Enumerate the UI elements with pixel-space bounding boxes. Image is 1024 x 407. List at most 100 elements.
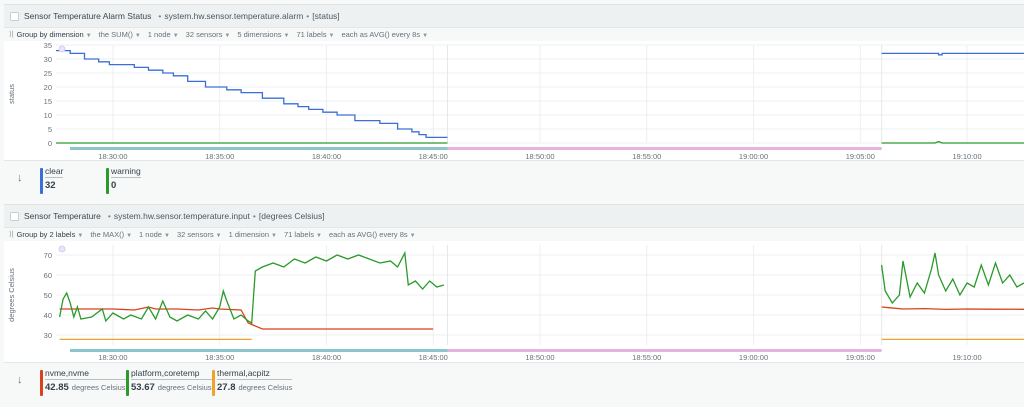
y-tick-label: 0 [48, 139, 52, 148]
panel-units: [status] [312, 11, 340, 21]
legend-item-clear[interactable]: clear 32 [40, 166, 64, 196]
legend-item-nvme-nvme[interactable]: nvme,nvme 42.85 degrees Celsius [40, 368, 126, 398]
group-by-dropdown[interactable]: Group by dimension ▼ [16, 29, 92, 39]
controls-bar: ⟩| Group by dimension ▼ the SUM() ▼ 1 node… [4, 27, 1024, 41]
separator-dot: • [252, 211, 256, 221]
panel-title: Sensor Temperature [24, 211, 101, 221]
x-tick-label: 18:30:00 [98, 152, 127, 161]
y-axis-title: status [7, 84, 16, 104]
x-tick-label: 18:55:00 [632, 152, 661, 161]
arrow-down-icon[interactable]: ↓ [17, 172, 23, 184]
x-tick-label: 18:40:00 [312, 353, 341, 362]
panel-title-bar: Sensor Temperature • system.hw.sensor.te… [4, 204, 1024, 228]
legend-unit: degrees Celsius [157, 383, 212, 392]
separator-dot: • [158, 11, 162, 21]
x-tick-label: 19:05:00 [846, 152, 875, 161]
group-by-dropdown[interactable]: Group by 2 labels ▼ [16, 229, 84, 239]
nodes-dropdown[interactable]: 1 node ▼ [147, 29, 179, 39]
y-tick-label: 35 [44, 41, 52, 50]
panel-select-checkbox[interactable] [10, 11, 19, 21]
temperature-panel: Sensor Temperature • system.hw.sensor.te… [4, 204, 1024, 404]
y-tick-label: 30 [44, 55, 52, 64]
time-aggregation-dropdown[interactable]: each as AVG() every 8s ▼ [328, 229, 416, 239]
x-tick-label: 19:00:00 [739, 152, 768, 161]
chart-area[interactable]: status 0 5 10 15 20 25 30 35 18:30:00 18:35:00 18:4… [4, 41, 1024, 163]
y-tick-label: 50 [44, 291, 52, 300]
x-tick-label: 18:45:00 [419, 353, 448, 362]
x-tick-label: 18:55:00 [632, 353, 661, 362]
y-tick-label: 70 [44, 251, 52, 260]
y-tick-label: 20 [44, 83, 52, 92]
separator-dot: • [306, 11, 310, 21]
missing-data-bar [447, 147, 882, 150]
panel-context: system.hw.sensor.temperature.alarm [164, 11, 304, 21]
series-line-warning [881, 140, 1024, 144]
labels-dropdown[interactable]: 71 labels ▼ [296, 29, 335, 39]
legend-name: clear [45, 166, 64, 178]
nodes-dropdown[interactable]: 1 node ▼ [139, 229, 170, 239]
time-aggregation-dropdown[interactable]: each as AVG() every 8s ▼ [341, 29, 429, 39]
separator-dot: • [107, 211, 111, 221]
chart-area[interactable]: degrees Celsius 30 40 50 60 70 18:30:00 18:35:0… [4, 241, 1024, 365]
x-tick-label: 19:05:00 [846, 353, 875, 362]
aggregate-dropdown[interactable]: the SUM() ▼ [98, 29, 141, 39]
y-tick-label: 40 [44, 311, 52, 320]
legend-name: warning [111, 166, 141, 178]
temperature-chart[interactable]: degrees Celsius 30 40 50 60 70 18:30:00 18:35:0… [4, 241, 1024, 365]
series-line-clear [881, 52, 1024, 56]
legend-color-swatch [212, 370, 215, 396]
series-line-platform-coretemp [58, 250, 445, 325]
legend-item-warning[interactable]: warning 0 [106, 166, 141, 196]
x-tick-label: 19:10:00 [952, 353, 981, 362]
series-line-nvme-nvme [881, 306, 1024, 311]
legend-color-swatch [106, 168, 109, 194]
series-line-nvme-nvme [59, 306, 434, 330]
legend-value: 53.67 degrees Celsius [131, 382, 212, 393]
alarm-status-panel: Sensor Temperature Alarm Status • system… [4, 4, 1024, 195]
panel-select-checkbox[interactable] [10, 211, 19, 221]
legend-unit: degrees Celsius [71, 383, 126, 392]
legend-value: 32 [45, 180, 56, 191]
x-tick-label: 19:00:00 [739, 353, 768, 362]
data-availability-bar [70, 349, 448, 352]
instances-dropdown[interactable]: 32 sensors ▼ [176, 229, 222, 239]
missing-data-bar [447, 349, 882, 352]
x-tick-label: 18:40:00 [312, 152, 341, 161]
y-tick-label: 15 [44, 97, 52, 106]
x-tick-label: 18:50:00 [525, 152, 554, 161]
y-tick-label: 5 [48, 125, 52, 134]
legend-value: 42.85 degrees Celsius [45, 382, 126, 393]
x-tick-label: 18:45:00 [419, 152, 448, 161]
y-tick-label: 60 [44, 271, 52, 280]
y-tick-label: 25 [44, 69, 52, 78]
annotation-marker-icon[interactable] [58, 45, 66, 53]
collapse-icon[interactable]: ⟩| [9, 231, 14, 238]
legend-name: platform,coretemp [131, 368, 212, 380]
aggregate-dropdown[interactable]: the MAX() ▼ [90, 229, 133, 239]
x-tick-label: 18:35:00 [205, 152, 234, 161]
x-tick-label: 18:35:00 [205, 353, 234, 362]
panel-context: system.hw.sensor.temperature.input [113, 211, 250, 221]
dimensions-dropdown[interactable]: 5 dimensions ▼ [237, 29, 290, 39]
legend-color-swatch [40, 370, 43, 396]
arrow-down-icon[interactable]: ↓ [17, 374, 23, 386]
legend-value: 27.8 degrees Celsius [217, 382, 293, 393]
alarm-status-chart[interactable]: status 0 5 10 15 20 25 30 35 18:30:00 18:35:00 18:4… [4, 41, 1024, 163]
panel-units: [degrees Celsius] [258, 211, 325, 221]
labels-dropdown[interactable]: 71 labels ▼ [283, 229, 322, 239]
collapse-icon[interactable]: ⟩| [9, 31, 14, 38]
x-tick-label: 18:30:00 [98, 353, 127, 362]
instances-dropdown[interactable]: 32 sensors ▼ [185, 29, 231, 39]
panel-title: Sensor Temperature Alarm Status [24, 11, 152, 21]
legend: ↓ clear 32 warning 0 [4, 160, 1024, 195]
legend-item-platform-coretemp[interactable]: platform,coretemp 53.67 degrees Celsius [126, 368, 212, 398]
annotation-marker-icon[interactable] [58, 245, 66, 253]
legend-item-thermal-acpitz[interactable]: thermal,acpitz 27.8 degrees Celsius [212, 368, 293, 398]
legend-unit: degrees Celsius [238, 383, 293, 392]
controls-bar: ⟩| Group by 2 labels ▼ the MAX() ▼ 1 node ▼… [4, 227, 1024, 241]
legend-color-swatch [126, 370, 129, 396]
dimensions-dropdown[interactable]: 1 dimension ▼ [228, 229, 277, 239]
y-axis-title: degrees Celsius [7, 268, 16, 322]
x-tick-label: 18:50:00 [525, 353, 554, 362]
series-line-clear [56, 49, 448, 139]
